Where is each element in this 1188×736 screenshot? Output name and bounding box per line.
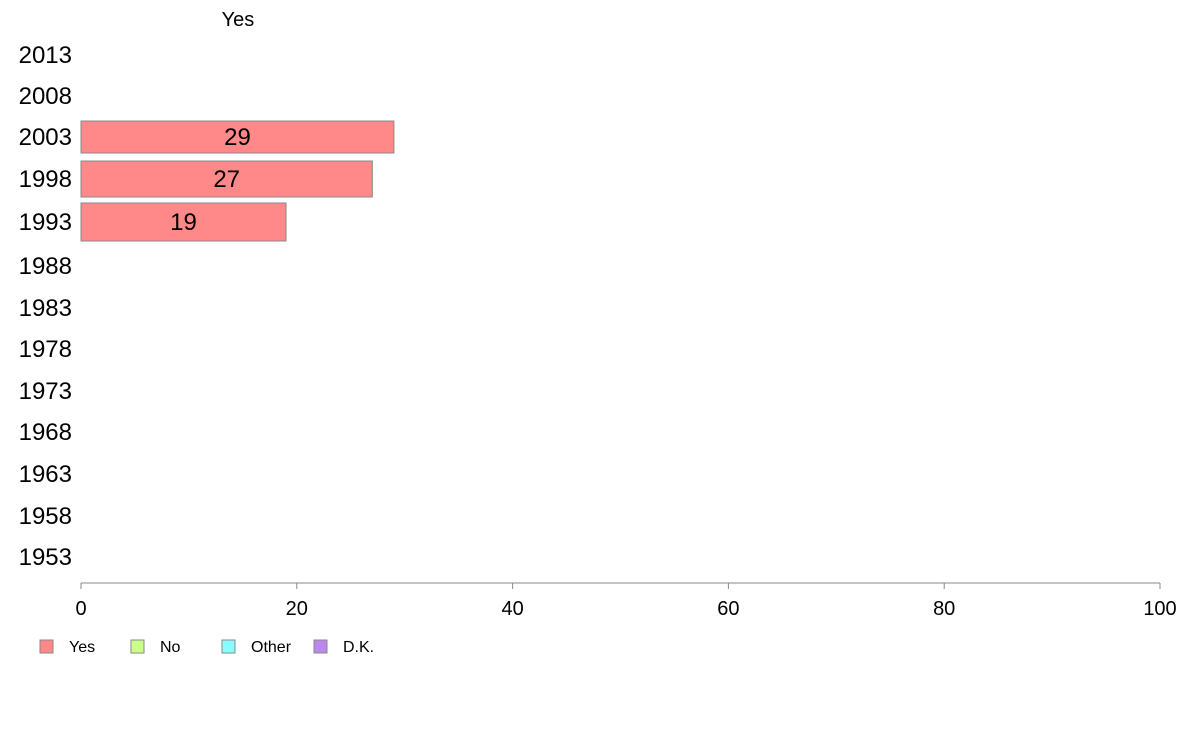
legend-swatch-other [221, 639, 236, 654]
year-label-1983: 1983 [19, 295, 72, 322]
legend-swatch-yes [39, 639, 54, 654]
x-tick-label-20: 20 [286, 598, 308, 620]
year-axis-labels: 2013 2008 2003 1998 1993 1988 1983 1978 1973 1968… [19, 42, 72, 571]
bar-yes-1998 [80, 160, 373, 198]
x-tick-label-100: 100 [1143, 598, 1176, 620]
legend-label-no: No [160, 639, 181, 656]
bar-value-label-2003: 29 [224, 124, 251, 151]
x-tick-label-60: 60 [717, 598, 739, 620]
bars-group: 29 27 19 [80, 120, 395, 242]
legend-label-dk: D.K. [343, 639, 374, 656]
bar-yes-1993 [80, 202, 287, 242]
bar-value-label-1993: 19 [170, 209, 197, 236]
legend: Yes No Other D.K. [39, 639, 374, 656]
bar-yes-2003 [80, 120, 395, 154]
series-title: Yes [222, 9, 255, 31]
x-tick-label-80: 80 [933, 598, 955, 620]
x-tick-label-0: 0 [75, 598, 86, 620]
x-axis: 0 20 40 60 80 100 [75, 582, 1177, 620]
year-label-1978: 1978 [19, 336, 72, 363]
year-label-1963: 1963 [19, 461, 72, 488]
year-label-1988: 1988 [19, 253, 72, 280]
year-label-1958: 1958 [19, 503, 72, 530]
bar-value-label-1998: 27 [213, 166, 240, 193]
year-label-1968: 1968 [19, 419, 72, 446]
year-label-1953: 1953 [19, 544, 72, 571]
year-label-2003: 2003 [19, 124, 72, 151]
x-tick-label-40: 40 [501, 598, 523, 620]
year-label-1973: 1973 [19, 378, 72, 405]
x-ticks: 0 20 40 60 80 100 [75, 583, 1177, 620]
legend-label-yes: Yes [69, 639, 95, 656]
legend-swatch-no [130, 639, 145, 654]
legend-swatch-dk [313, 639, 328, 654]
year-label-1998: 1998 [19, 166, 72, 193]
year-label-1993: 1993 [19, 209, 72, 236]
year-label-2013: 2013 [19, 42, 72, 69]
year-label-2008: 2008 [19, 83, 72, 110]
legend-label-other: Other [251, 639, 292, 656]
